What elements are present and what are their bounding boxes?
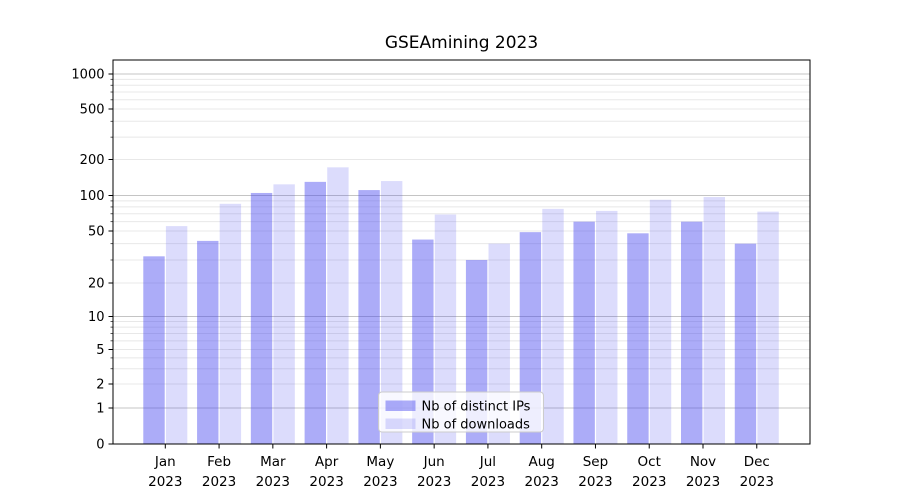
y-tick-label-5: 5 — [96, 343, 104, 358]
legend: Nb of distinct IPs Nb of downloads — [378, 391, 544, 433]
y-tick-label-2: 2 — [96, 378, 104, 393]
y-tick-label-0: 0 — [96, 438, 104, 453]
y-tick-label-500: 500 — [80, 103, 105, 118]
y-axis-ticks: 0 1 2 5 10 20 50 100 200 500 1000 — [71, 68, 113, 453]
y-tick-label-1: 1 — [96, 402, 104, 417]
x-tick-label-apr: Apr 2023 — [309, 454, 343, 490]
chart-title: GSEAmining 2023 — [384, 33, 539, 53]
bar-nov-distinct-ips — [681, 221, 703, 444]
bar-jan-distinct-ips — [143, 256, 165, 444]
bar-may-downloads — [380, 181, 403, 444]
bar-sep-downloads — [596, 210, 618, 444]
bar-apr-distinct-ips — [304, 181, 327, 444]
x-tick-label-jul: Jul 2023 — [471, 454, 505, 490]
legend-label-downloads: Nb of downloads — [422, 418, 531, 433]
bar-mar-downloads — [273, 184, 295, 444]
legend-box — [378, 391, 544, 433]
x-tick-label-may: May 2023 — [363, 454, 397, 490]
bar-feb-downloads — [219, 203, 242, 444]
bar-jun-downloads — [434, 214, 457, 444]
bar-apr-downloads — [327, 167, 349, 444]
x-tick-label-feb: Feb 2023 — [202, 454, 236, 490]
y-gridlines-minor — [113, 78, 810, 385]
x-tick-label-nov: Nov 2023 — [686, 454, 720, 490]
x-tick-label-mar: Mar 2023 — [256, 454, 290, 490]
bar-oct-downloads — [649, 199, 672, 444]
bar-mar-distinct-ips — [250, 192, 273, 444]
plot-border — [112, 59, 811, 445]
bar-dec-downloads — [757, 211, 779, 444]
x-tick-label-jun: Jun 2023 — [417, 454, 451, 490]
bar-sep-distinct-ips — [573, 221, 595, 444]
legend-swatch-distinct-ips — [385, 400, 416, 411]
x-axis-ticks: Jan 2023 Feb 2023 Mar 2023 Apr 2023 May 2023 Jun 20… — [148, 444, 774, 490]
x-tick-label-sep: Sep 2023 — [578, 454, 612, 490]
y-tick-label-10: 10 — [88, 310, 105, 325]
x-tick-label-jan: Jan 2023 — [148, 454, 182, 490]
bar-may-distinct-ips — [358, 190, 380, 444]
x-tick-label-aug: Aug 2023 — [525, 454, 559, 490]
bar-oct-distinct-ips — [627, 233, 649, 444]
x-tick-label-dec: Dec 2023 — [740, 454, 774, 490]
legend-label-distinct-ips: Nb of distinct IPs — [422, 400, 531, 415]
y-tick-label-100: 100 — [80, 189, 105, 204]
y-tick-label-1000: 1000 — [71, 68, 104, 83]
bar-aug-downloads — [542, 208, 564, 444]
legend-swatch-downloads — [385, 418, 416, 429]
x-tick-label-oct: Oct 2023 — [632, 454, 666, 490]
y-tick-label-20: 20 — [88, 277, 105, 292]
bar-dec-distinct-ips — [734, 243, 757, 444]
bar-aug-distinct-ips — [519, 232, 542, 444]
bars-downloads — [165, 167, 779, 444]
bar-feb-distinct-ips — [197, 240, 219, 444]
y-tick-label-50: 50 — [88, 225, 105, 240]
bar-jan-downloads — [165, 226, 188, 444]
y-tick-label-200: 200 — [80, 153, 105, 168]
bar-nov-downloads — [703, 197, 725, 444]
